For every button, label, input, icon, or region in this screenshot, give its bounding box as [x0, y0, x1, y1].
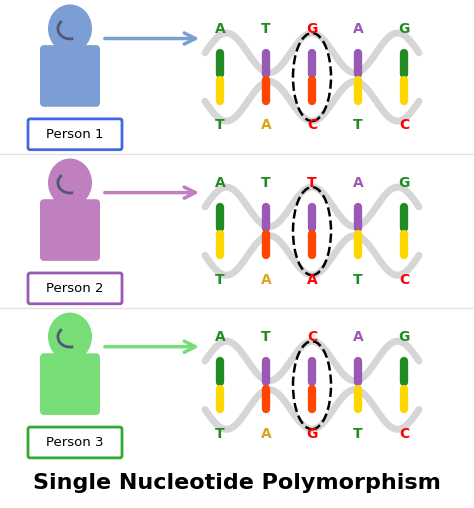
Text: A: A — [353, 176, 364, 189]
Text: Person 2: Person 2 — [46, 282, 104, 295]
Text: T: T — [261, 330, 271, 344]
Text: T: T — [215, 118, 225, 133]
Text: A: A — [353, 22, 364, 36]
Text: Person 3: Person 3 — [46, 436, 104, 449]
Text: T: T — [353, 273, 363, 287]
Text: Single Nucleotide Polymorphism: Single Nucleotide Polymorphism — [33, 472, 441, 493]
Text: T: T — [215, 427, 225, 440]
FancyBboxPatch shape — [28, 427, 122, 458]
Text: C: C — [399, 273, 409, 287]
Text: T: T — [353, 118, 363, 133]
Text: T: T — [261, 176, 271, 189]
Text: A: A — [261, 118, 272, 133]
Text: G: G — [398, 22, 410, 36]
FancyBboxPatch shape — [40, 354, 100, 415]
Text: A: A — [215, 330, 225, 344]
Text: T: T — [307, 176, 317, 189]
Text: A: A — [215, 22, 225, 36]
Text: G: G — [398, 330, 410, 344]
Text: A: A — [307, 273, 318, 287]
Text: A: A — [261, 273, 272, 287]
Text: T: T — [353, 427, 363, 440]
Text: C: C — [307, 118, 317, 133]
Circle shape — [48, 158, 92, 207]
Text: A: A — [261, 427, 272, 440]
Text: T: T — [215, 273, 225, 287]
Text: C: C — [307, 330, 317, 344]
FancyBboxPatch shape — [40, 199, 100, 261]
Text: Person 1: Person 1 — [46, 128, 104, 141]
Text: A: A — [353, 330, 364, 344]
Text: A: A — [215, 176, 225, 189]
Text: C: C — [399, 427, 409, 440]
Circle shape — [48, 5, 92, 53]
FancyBboxPatch shape — [28, 273, 122, 304]
FancyBboxPatch shape — [28, 119, 122, 150]
Text: G: G — [306, 427, 318, 440]
Text: G: G — [398, 176, 410, 189]
Text: T: T — [261, 22, 271, 36]
Text: G: G — [306, 22, 318, 36]
FancyBboxPatch shape — [40, 45, 100, 107]
Text: C: C — [399, 118, 409, 133]
Circle shape — [48, 312, 92, 361]
